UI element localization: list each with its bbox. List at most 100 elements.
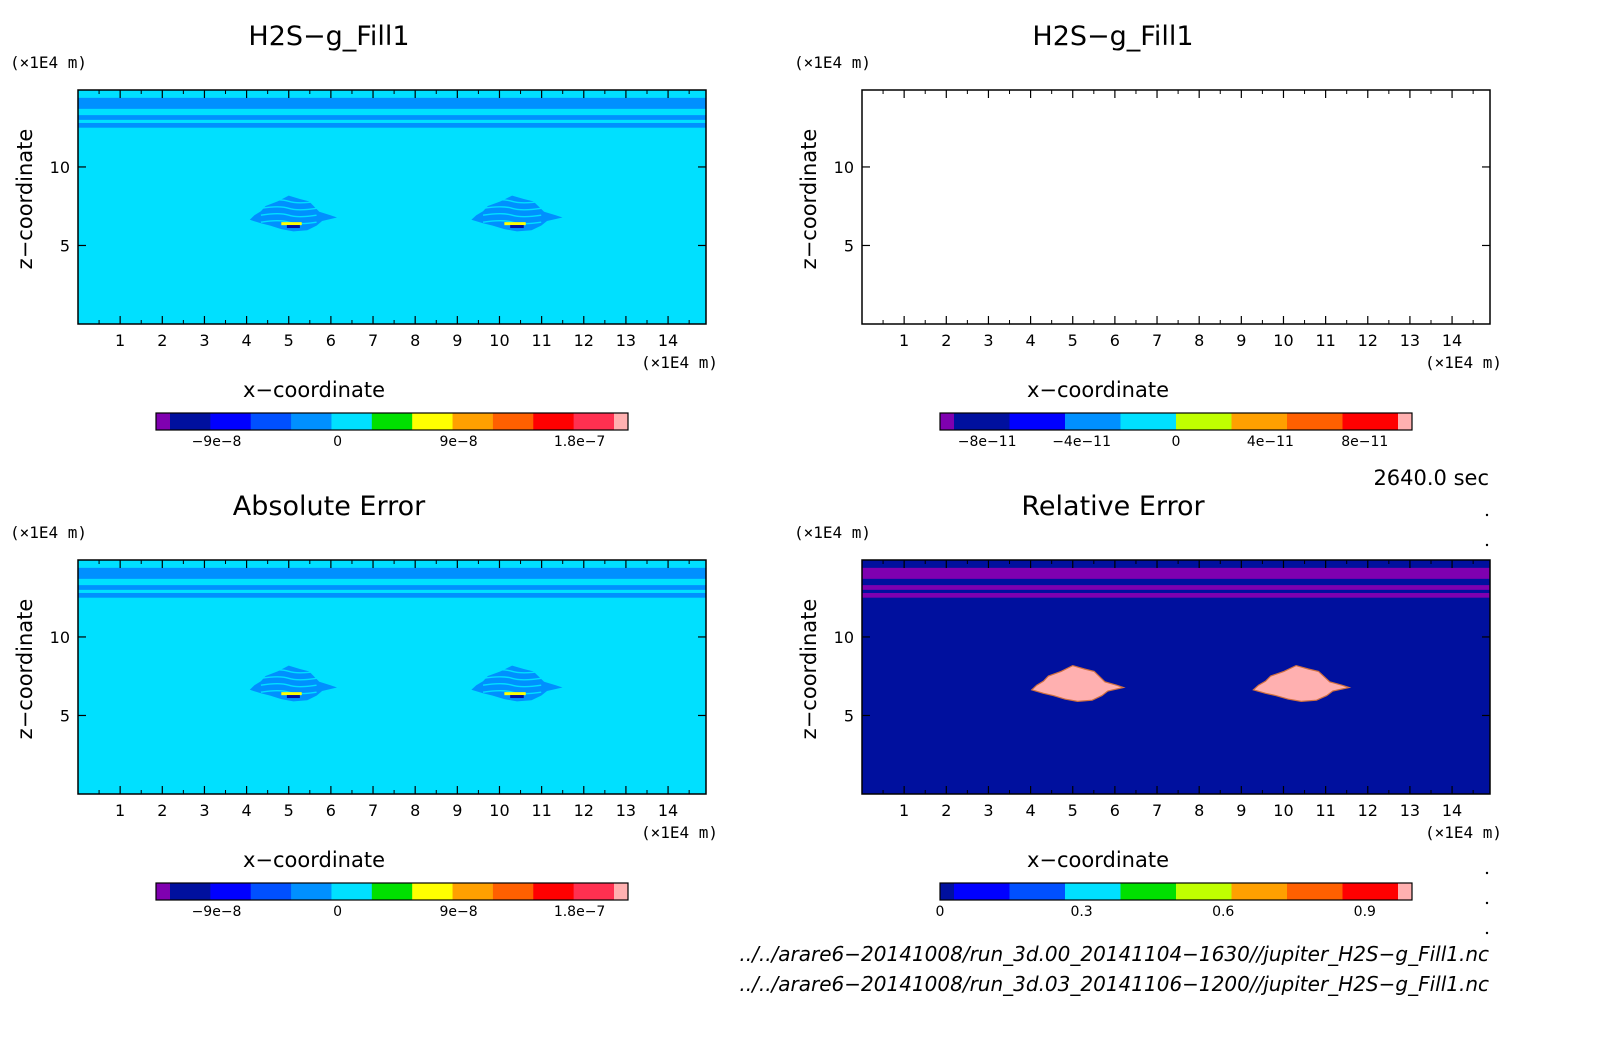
x-tick-label: 10 [1273,331,1293,350]
plot-area [862,560,1490,794]
colorbar-frame [155,412,629,431]
x-tick-label: 3 [983,801,993,820]
cloud-contour [260,199,317,204]
x-tick-label: 3 [199,331,209,350]
colorbar-segment [573,883,615,900]
x-tick-label: 14 [658,801,678,820]
cloud-shape [1030,664,1126,703]
colorbar-label: 0.9 [1354,904,1376,920]
x-tick-label: 1 [899,801,909,820]
colorbar-segment [1176,413,1232,430]
colorbar-label: −8e−11 [958,434,1017,450]
colorbar-label: 0 [936,904,945,920]
x-tick-label: 8 [1194,801,1204,820]
cloud-contour [482,213,542,218]
x-tick-label: 13 [616,331,636,350]
x-tick-label: 7 [1152,331,1162,350]
colorbar-label: 0 [1172,434,1181,450]
colorbar-frame [939,412,1413,431]
y-axis-label: z−coordinate [13,129,37,270]
cloud-core-negative [510,225,524,229]
x-tick-label: 14 [1442,331,1462,350]
x-tick-label: 12 [574,331,594,350]
colorbar-label: 4e−11 [1247,434,1294,450]
panel-3: Absolute Error(×1E4 m)1 2 3 4 5 6 7 8 9 10 11 12 13 1… [10,491,718,920]
field-band [862,567,1490,579]
field-band [78,585,706,590]
plot-frame [77,559,707,795]
colorbar-segment [156,413,171,430]
cloud-contour [260,206,317,211]
y-unit-label: (×1E4 m) [10,53,87,72]
field-cloud [471,195,563,232]
colorbar-segment [1009,883,1066,900]
file-path-2: ../../arare6−20141008/run_3d.03_20141106… [739,972,1489,996]
panel-title: Relative Error [1021,491,1205,522]
colorbar-segment [1065,413,1121,430]
cloud-core-negative [286,695,300,699]
colorbar-segment [954,413,1010,430]
x-tick-label: 4 [241,801,251,820]
x-tick-label: 13 [1400,801,1420,820]
colorbar-segment [1120,413,1177,430]
colorbar-segment [452,883,494,900]
colorbar-segment [1342,413,1399,430]
x-tick-label: 3 [983,331,993,350]
panel-title: H2S−g_Fill1 [1032,21,1193,52]
x-axis-label: x−coordinate [1027,848,1169,872]
panels-group: H2S−g_Fill1(×1E4 m)1 2 3 4 5 6 7 8 9 10 11 12 13 1451… [10,21,1502,920]
cloud-core-negative [286,225,300,229]
colorbar-label: 0 [333,904,342,920]
panel-title: H2S−g_Fill1 [248,21,409,52]
x-tick-label: 5 [284,801,294,820]
colorbar-segment [1287,883,1343,900]
x-tick-label: 12 [1358,801,1378,820]
colorbar: −9e−8 0 9e−8 1.8e−7 [155,412,629,450]
colorbar-label: 0 [333,434,342,450]
x-tick-label: 7 [1152,801,1162,820]
x-tick-label: 11 [1315,801,1335,820]
x-tick-label: 13 [1400,331,1420,350]
x-axis-label: x−coordinate [243,848,385,872]
cloud-core-positive [504,222,526,226]
colorbar-segment [954,883,1010,900]
x-tick-label: 4 [1025,801,1035,820]
cloud-contour [260,669,317,674]
colorbar: −8e−11 −4e−11 0 4e−11 8e−11 [939,412,1413,450]
colorbar-label: 1.8e−7 [554,904,606,920]
x-tick-label: 9 [1236,801,1246,820]
y-tick-label: 10 [834,628,854,647]
field-cloud [1252,664,1352,703]
margin-dots [1485,513,1489,935]
x-tick-label: 6 [326,331,336,350]
colorbar-segment [250,883,292,900]
colorbar-frame [939,882,1413,901]
cloud-contour [260,689,317,695]
plot-area [78,90,706,324]
colorbar-segment [940,883,955,900]
x-unit-label: (×1E4 m) [641,823,718,842]
colorbar-label: 0.3 [1070,904,1092,920]
colorbar-segment [492,883,534,900]
x-tick-label: 8 [410,331,420,350]
colorbar-segment [1231,413,1288,430]
colorbar-segment [371,413,413,430]
y-tick-label: 10 [50,628,70,647]
y-unit-label: (×1E4 m) [10,523,87,542]
colorbar-label: 9e−8 [439,904,477,920]
plot-frame [861,559,1491,795]
y-axis-label: z−coordinate [797,129,821,270]
x-tick-label: 11 [531,801,551,820]
x-tick-label: 14 [1442,801,1462,820]
cloud-contour [482,689,542,695]
x-tick-label: 12 [1358,331,1378,350]
colorbar-segment [291,413,332,430]
cloud-core-positive [281,692,302,696]
cloud-contour [482,676,542,681]
x-tick-label: 1 [115,801,125,820]
colorbar-segment [614,883,629,900]
colorbar-segment [170,883,211,900]
x-tick-label: 10 [489,801,509,820]
x-tick-label: 7 [368,331,378,350]
